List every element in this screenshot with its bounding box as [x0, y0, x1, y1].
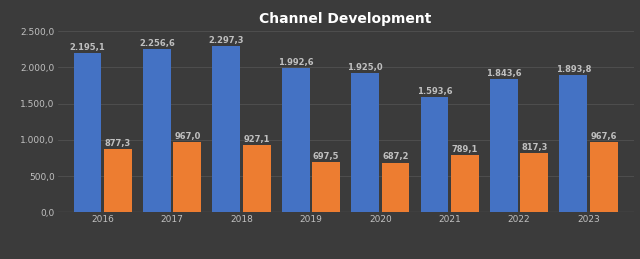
Bar [282, 68, 310, 212]
Text: 877,3: 877,3 [105, 139, 131, 148]
Bar [420, 97, 448, 212]
Text: 1.893,8: 1.893,8 [556, 65, 591, 74]
Text: 2.195,1: 2.195,1 [70, 43, 106, 52]
Text: 967,6: 967,6 [591, 132, 617, 141]
Bar [590, 142, 618, 212]
Bar [451, 155, 479, 212]
Text: 687,2: 687,2 [382, 153, 409, 161]
Bar [243, 145, 271, 212]
Bar [173, 142, 201, 212]
Text: 2.297,3: 2.297,3 [209, 36, 244, 45]
Text: 2.256,6: 2.256,6 [139, 39, 175, 48]
Bar [351, 73, 379, 212]
Text: 927,1: 927,1 [244, 135, 270, 144]
Text: 967,0: 967,0 [174, 132, 200, 141]
Text: 789,1: 789,1 [452, 145, 478, 154]
Bar [74, 53, 101, 212]
Bar [381, 163, 410, 212]
Text: 1.593,6: 1.593,6 [417, 87, 452, 96]
Text: 1.992,6: 1.992,6 [278, 58, 314, 67]
Bar [520, 153, 548, 212]
Bar [143, 49, 171, 212]
Text: 1.925,0: 1.925,0 [348, 63, 383, 72]
Bar [212, 46, 240, 212]
Bar [104, 149, 132, 212]
Text: 697,5: 697,5 [313, 152, 339, 161]
Bar [490, 79, 518, 212]
Text: 1.843,6: 1.843,6 [486, 69, 522, 78]
Bar [312, 162, 340, 212]
Title: Channel Development: Channel Development [259, 12, 432, 26]
Text: 817,3: 817,3 [521, 143, 548, 152]
Bar [559, 75, 587, 212]
